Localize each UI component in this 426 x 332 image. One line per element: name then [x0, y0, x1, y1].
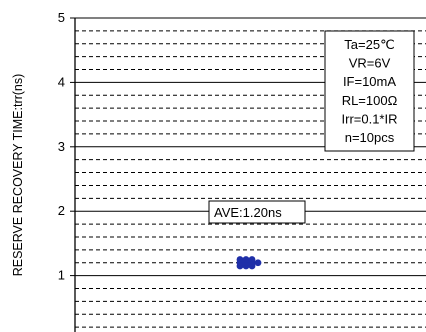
condition-line: Irr=0.1*IR	[342, 111, 398, 126]
chart-grid	[75, 17, 426, 328]
y-axis-label: RESERVE RECOVERY TIME:trr(ns)	[11, 74, 25, 277]
data-points	[236, 256, 262, 270]
average-label: AVE:1.20ns	[214, 205, 282, 220]
y-tick-label: 4	[58, 74, 65, 89]
condition-line: RL=100Ω	[342, 93, 398, 108]
y-tick-label: 3	[58, 139, 65, 154]
data-point	[248, 256, 256, 263]
data-point	[242, 256, 250, 263]
condition-line: Ta=25℃	[344, 37, 394, 52]
condition-line: IF=10mA	[343, 74, 396, 89]
y-axis-ticks: 012345	[58, 10, 75, 283]
condition-line: VR=6V	[349, 56, 391, 71]
data-point	[236, 256, 244, 263]
average-box	[208, 200, 306, 224]
data-point	[254, 259, 262, 267]
y-tick-label: 1	[58, 268, 65, 283]
average-annotation: AVE:1.20ns	[208, 200, 306, 224]
conditions-frame	[324, 30, 415, 152]
conditions-box: Ta=25℃ VR=6V IF=10mA RL=100Ω Irr=0.1*IR n=10p…	[324, 30, 415, 152]
condition-line: n=10pcs	[345, 130, 395, 145]
y-tick-label: 2	[58, 203, 65, 218]
y-tick-label: 5	[58, 10, 65, 25]
